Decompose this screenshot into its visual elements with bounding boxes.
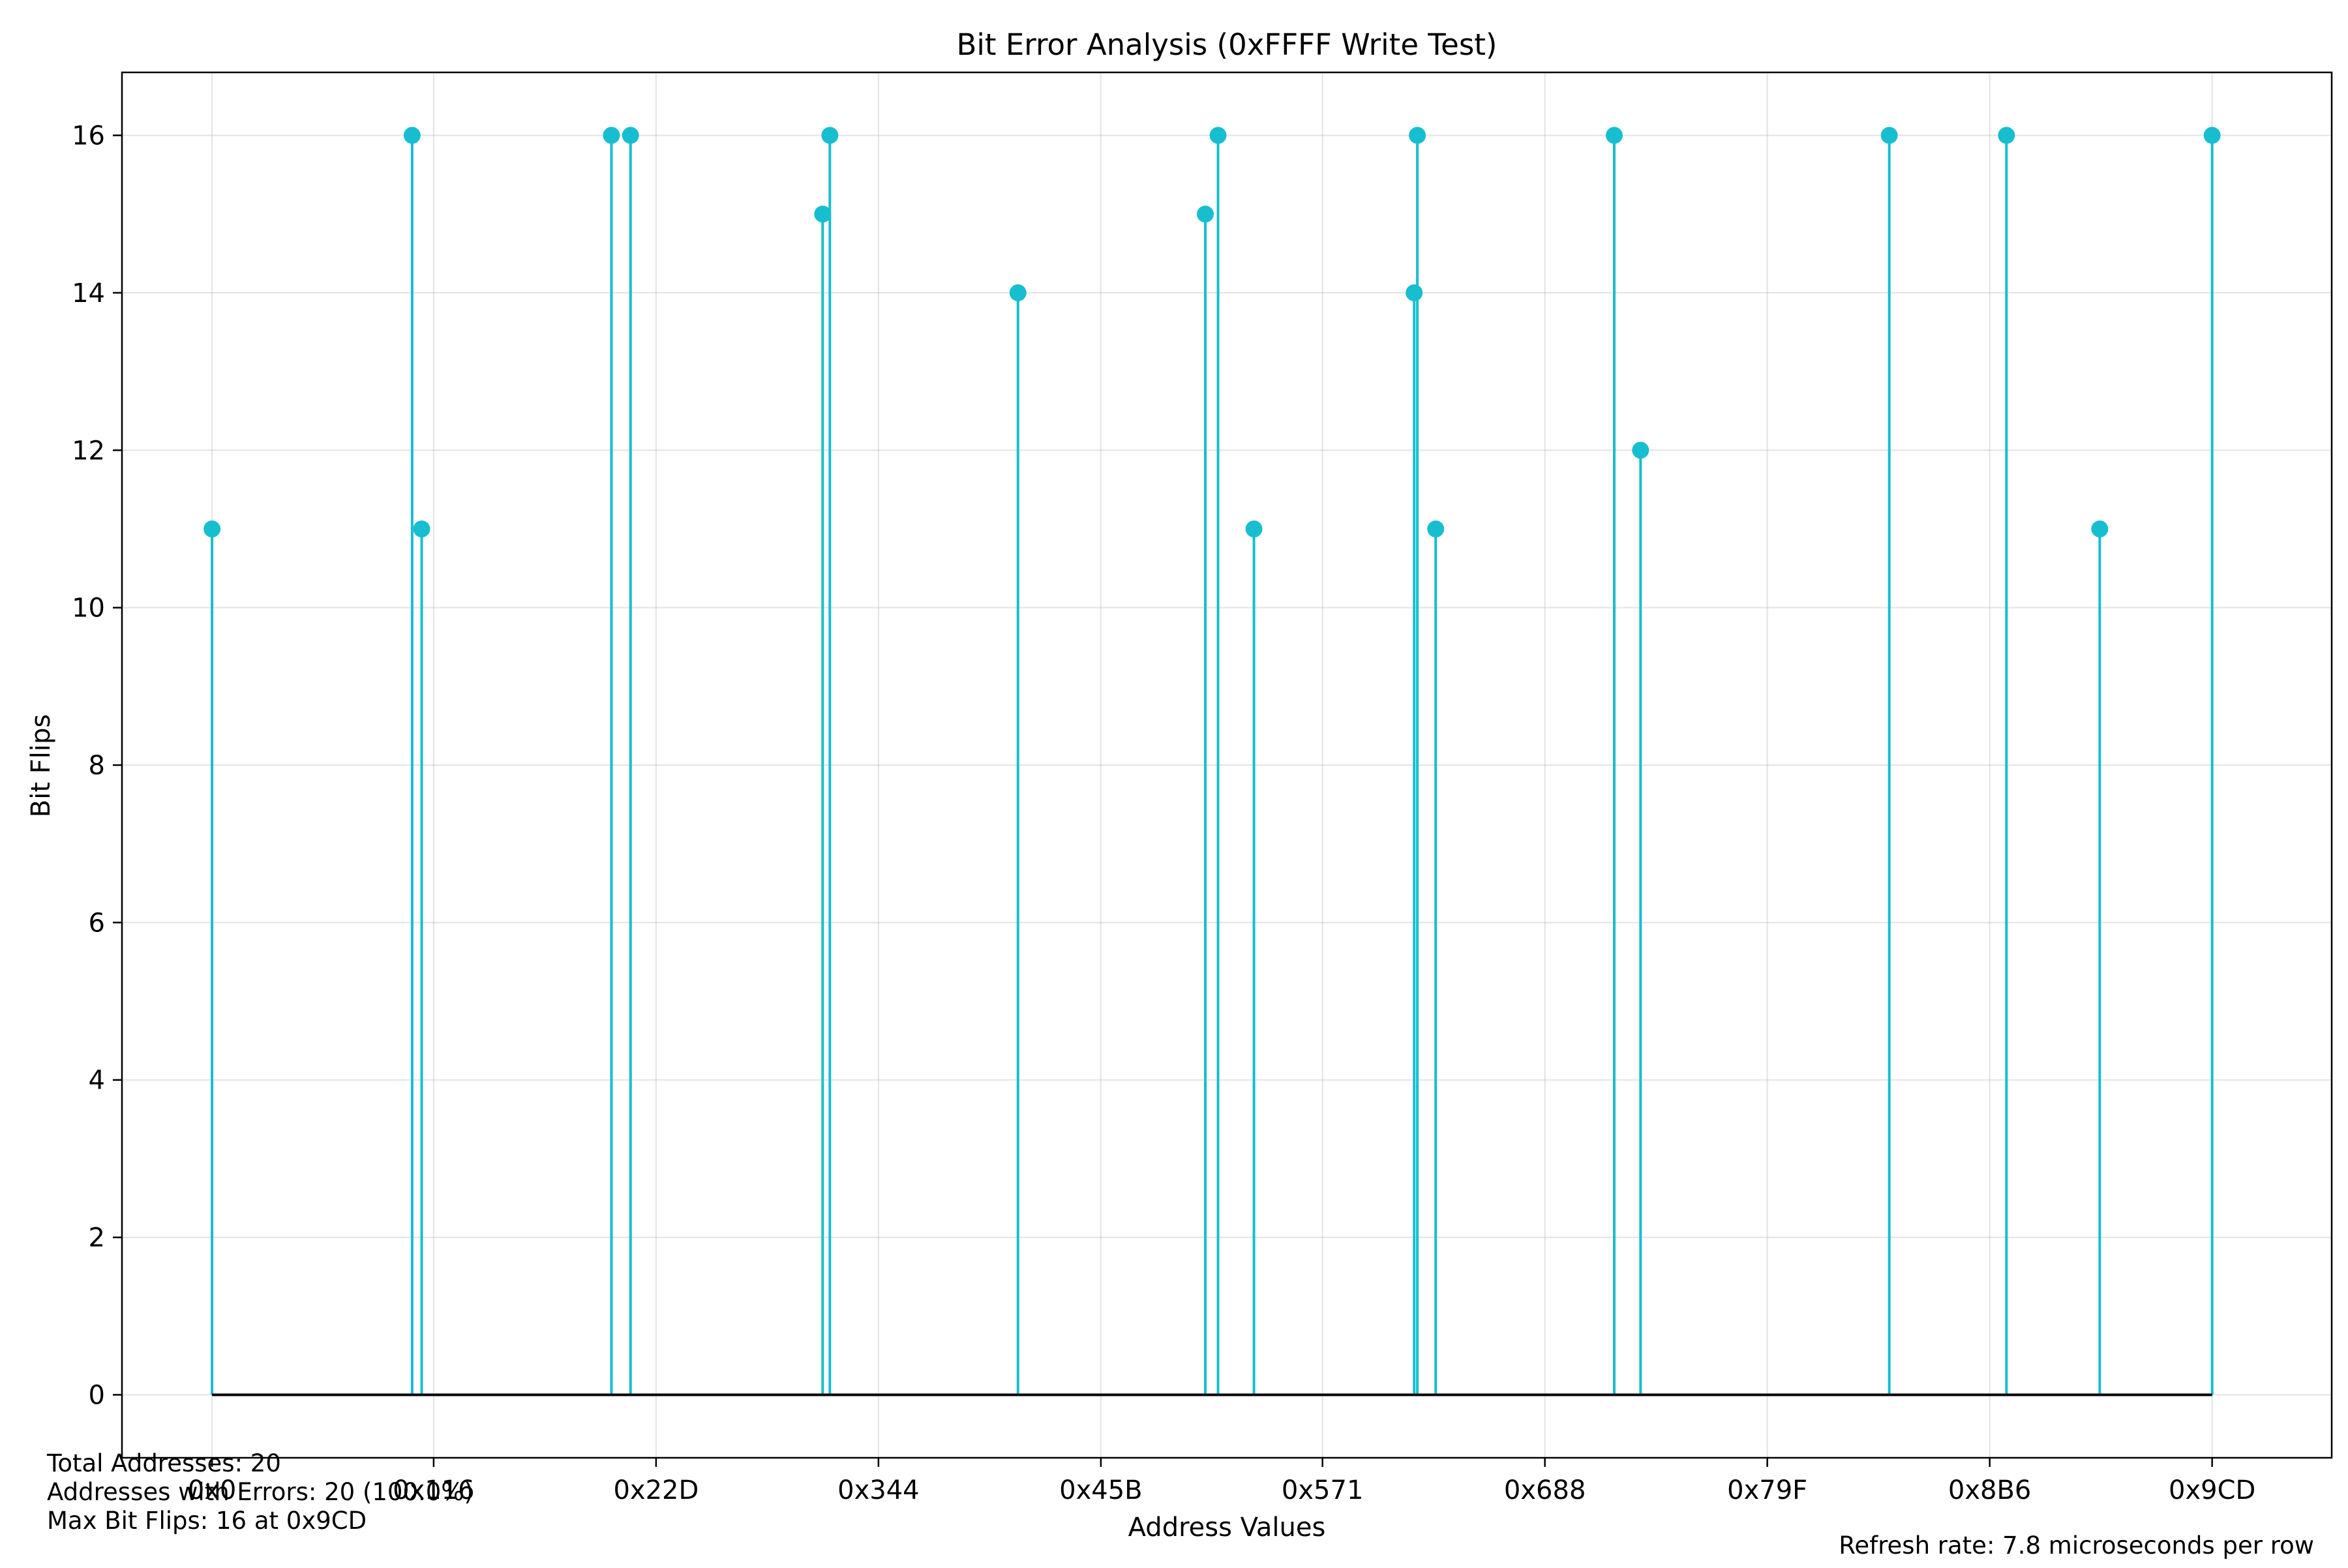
y-axis-label: Bit Flips: [26, 714, 56, 817]
y-tick-label: 12: [72, 436, 105, 466]
x-tick-label: 0x571: [1282, 1475, 1363, 1505]
stem-marker-16: [1880, 127, 1898, 144]
y-tick-label: 6: [89, 908, 105, 938]
stem-marker-8: [1197, 205, 1214, 223]
x-tick-label: 0x688: [1504, 1475, 1586, 1505]
y-tick-label: 16: [72, 121, 105, 151]
x-tick-label: 0x45B: [1059, 1475, 1142, 1505]
y-tick-label: 4: [89, 1066, 105, 1096]
stem-marker-5: [814, 205, 832, 223]
stem-marker-0: [203, 520, 221, 537]
stem-marker-19: [2203, 127, 2221, 144]
y-tick-label: 2: [89, 1223, 105, 1253]
refresh-rate-note: Refresh rate: 7.8 microseconds per row: [1839, 1531, 2314, 1560]
stem-marker-2: [413, 520, 430, 537]
stem-marker-7: [1009, 284, 1027, 301]
stats-addresses-with-errors: Addresses with Errors: 20 (100.0%): [47, 1478, 474, 1506]
x-tick-label: 0x22D: [613, 1475, 699, 1505]
x-tick-label: 0x116: [393, 1475, 474, 1505]
stem-marker-3: [603, 127, 620, 144]
x-tick-label: 0x344: [837, 1475, 919, 1505]
x-tick-label: 0x9CD: [2169, 1475, 2255, 1505]
y-tick-label: 10: [72, 594, 105, 624]
stem-marker-18: [2091, 520, 2109, 537]
y-tick-label: 8: [89, 751, 105, 781]
stem-marker-15: [1632, 442, 1649, 459]
chart-title: Bit Error Analysis (0xFFFF Write Test): [957, 27, 1498, 62]
x-tick-label: 0x8B6: [1948, 1475, 2031, 1505]
x-tick-label: 0x0: [188, 1475, 237, 1505]
stats-max-bit-flips: Max Bit Flips: 16 at 0x9CD: [47, 1507, 367, 1535]
stem-marker-6: [821, 127, 839, 144]
stem-marker-12: [1409, 127, 1426, 144]
x-axis-label: Address Values: [1128, 1513, 1326, 1543]
stem-marker-13: [1427, 520, 1445, 537]
y-tick-label: 0: [89, 1380, 105, 1410]
stem-marker-14: [1606, 127, 1623, 144]
stem-marker-11: [1406, 284, 1423, 301]
stem-marker-1: [403, 127, 421, 144]
x-tick-label: 0x79F: [1727, 1475, 1807, 1505]
stem-marker-17: [1998, 127, 2015, 144]
stem-marker-9: [1209, 127, 1227, 144]
y-tick-label: 14: [72, 279, 105, 309]
stem-marker-4: [622, 127, 639, 144]
stem-marker-10: [1245, 520, 1263, 537]
stats-total-addresses: Total Addresses: 20: [47, 1449, 281, 1477]
